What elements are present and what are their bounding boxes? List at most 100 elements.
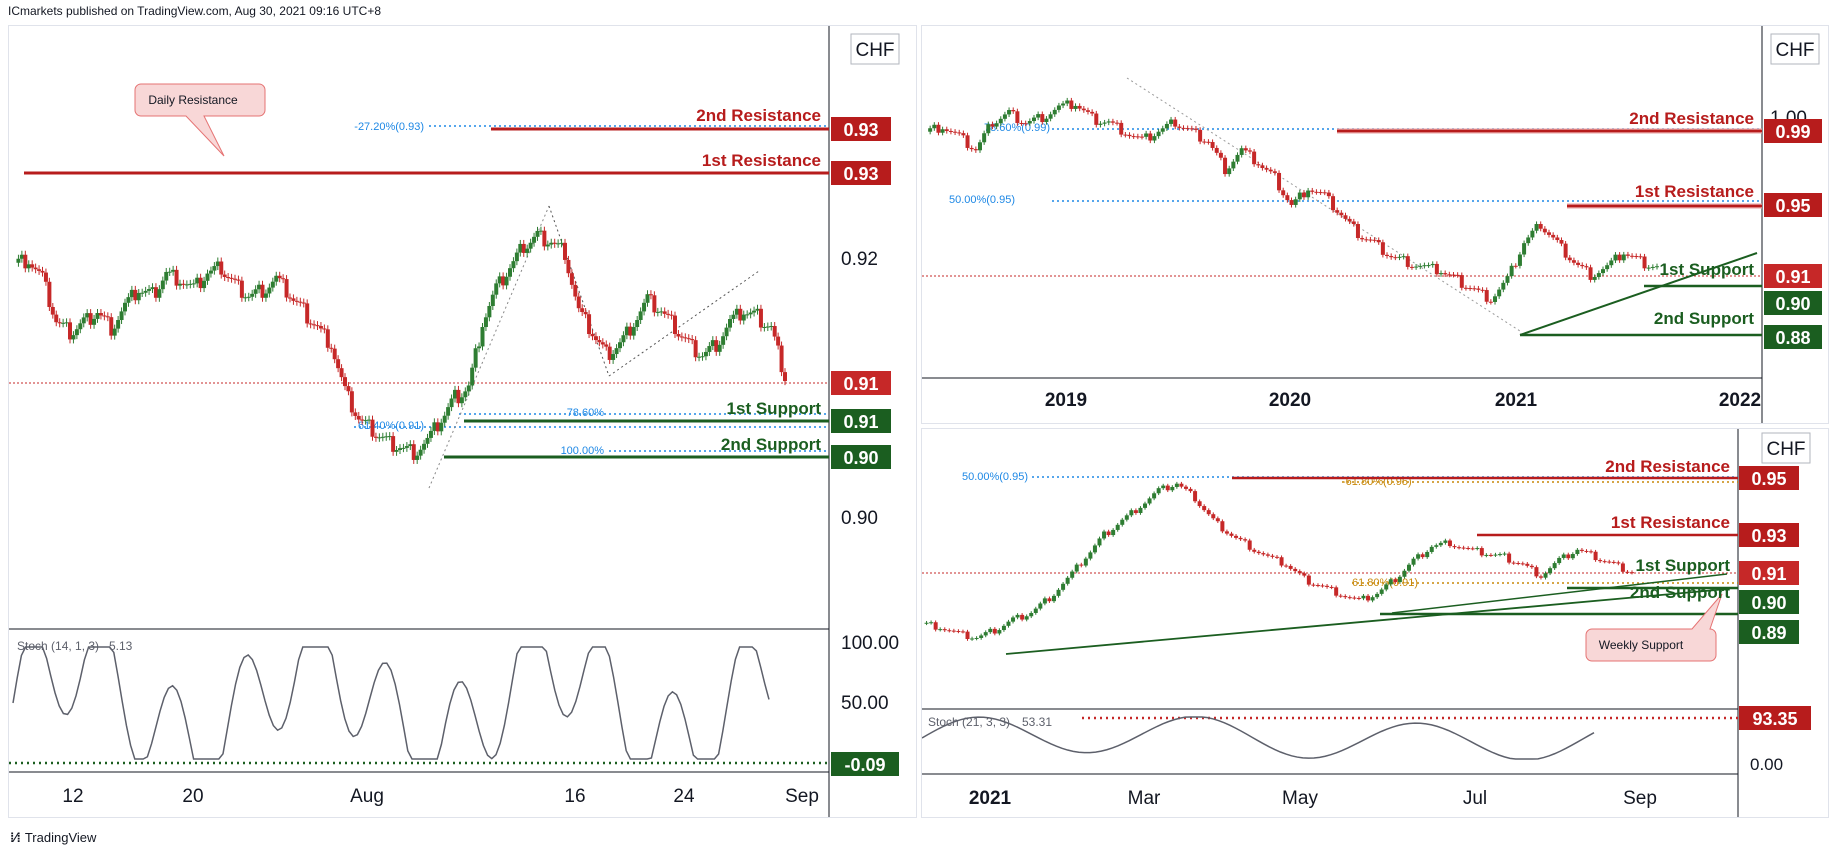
- support-2-price-tag: [1739, 590, 1799, 614]
- weekly-candle: [1366, 595, 1371, 601]
- daily-candle: [233, 278, 237, 280]
- long-candle: [1164, 123, 1169, 129]
- current-price-tag: [831, 371, 891, 395]
- currency-box: [1761, 432, 1811, 464]
- weekly-candle: [1325, 585, 1330, 587]
- weekly-candle: [1525, 563, 1530, 566]
- long-candle: [1646, 267, 1651, 269]
- daily-candle: [143, 290, 148, 293]
- weekly-candle: [983, 632, 988, 636]
- long-candle: [1235, 154, 1240, 162]
- long-candle: [1011, 110, 1016, 112]
- daily-candle: [428, 430, 433, 438]
- weekly-candle: [1061, 583, 1066, 590]
- weekly-candle: [1011, 617, 1016, 622]
- long-candle: [1318, 192, 1323, 194]
- weekly-candle: [1147, 498, 1152, 504]
- long-candle: [1139, 136, 1144, 138]
- daily-candle: [298, 301, 303, 303]
- long-candle: [986, 124, 991, 134]
- weekly-candle: [1425, 551, 1430, 558]
- long-candle: [1655, 266, 1659, 268]
- support-2-price-label: 0.90: [1751, 593, 1786, 613]
- long-term-chart-pane[interactable]: CHF 1.00 78.60%(0.99) 50.00%(0.95) 2nd Resis…: [921, 25, 1829, 424]
- daily-candle: [195, 277, 200, 284]
- long-candle: [969, 147, 974, 150]
- daily-candle: [501, 276, 506, 286]
- daily-candle: [583, 312, 588, 315]
- daily-chart-pane[interactable]: CHF 0.92 0.90 -27.20%(0.93) 78.60% 61.40%(0.9…: [8, 25, 917, 818]
- daily-candle: [202, 280, 207, 289]
- resistance-1-price-label: 0.93: [843, 164, 878, 184]
- daily-candle: [253, 289, 258, 294]
- daily-candle: [181, 283, 186, 285]
- long-candle: [1027, 121, 1032, 124]
- weekly-candle: [1447, 540, 1452, 547]
- daily-candle: [446, 407, 451, 416]
- daily-candle: [205, 273, 210, 281]
- long-candle: [1131, 136, 1136, 138]
- weekly-candle: [1024, 616, 1029, 620]
- long-candle: [1559, 240, 1564, 244]
- weekly-candle: [1375, 593, 1380, 598]
- weekly-candle: [1443, 540, 1448, 543]
- support-1-price-tag: [831, 409, 891, 433]
- daily-candle: [693, 340, 698, 358]
- daily-candle: [16, 258, 21, 263]
- stoch-series-line: [922, 716, 1595, 760]
- weekly-candle: [1411, 558, 1416, 565]
- weekly-candle: [1552, 563, 1557, 569]
- weekly-candle: [1475, 548, 1480, 550]
- weekly-chart-pane[interactable]: CHF 50.00%(0.95) -61.80%(0.95) 61.80%(0.91)…: [921, 428, 1829, 818]
- daily-candle: [772, 326, 777, 337]
- long-candle: [936, 124, 941, 133]
- long-candle: [1210, 142, 1215, 148]
- weekly-candle: [1079, 564, 1084, 566]
- long-candle: [1401, 256, 1406, 258]
- daily-candle: [576, 296, 581, 309]
- long-candle: [1509, 265, 1514, 277]
- daily-candle: [593, 336, 598, 341]
- weekly-candle: [974, 637, 979, 639]
- long-candle: [1185, 128, 1190, 130]
- long-candle: [1488, 301, 1493, 303]
- daily-candle: [752, 310, 757, 313]
- resistance-2-price-label: 0.99: [1775, 122, 1810, 142]
- weekly-candle: [1238, 537, 1243, 540]
- weekly-candle: [1384, 584, 1389, 590]
- daily-candle: [257, 284, 262, 290]
- daily-candle: [621, 335, 626, 343]
- long-candle: [1322, 192, 1327, 194]
- current-price-tag: [1739, 561, 1799, 585]
- long-candle: [1372, 239, 1377, 241]
- long-candle: [1501, 282, 1506, 290]
- daily-candle: [157, 289, 162, 298]
- weekly-candle: [1193, 491, 1198, 502]
- long-candle: [1605, 265, 1610, 270]
- long-candle: [1272, 171, 1277, 173]
- long-candle: [1281, 190, 1286, 196]
- trendline-long: [1005, 588, 1728, 655]
- weekly-candle: [1397, 576, 1402, 583]
- weekly-candle: [1284, 565, 1289, 567]
- long-candle: [1214, 147, 1219, 153]
- daily-candle: [215, 261, 220, 267]
- daily-candle: [71, 335, 76, 340]
- long-candle: [1198, 129, 1203, 142]
- long-candle: [1389, 256, 1394, 258]
- daily-candle: [171, 269, 176, 272]
- long-candle: [1422, 265, 1427, 267]
- weekly-candle: [1498, 554, 1503, 556]
- daily-candle: [250, 293, 255, 297]
- x-tick-label: 2022: [1719, 390, 1761, 411]
- support-2-price-tag: [1764, 291, 1822, 315]
- x-tick-label: Sep: [1623, 788, 1657, 809]
- long-candle: [1588, 267, 1593, 280]
- daily-candle: [119, 311, 124, 321]
- daily-candle: [569, 273, 574, 285]
- long-candle: [1169, 119, 1174, 124]
- weekly-candle: [1306, 575, 1311, 585]
- daily-candle: [532, 236, 537, 243]
- weekly-candle: [1102, 531, 1107, 539]
- daily-candle: [642, 302, 647, 312]
